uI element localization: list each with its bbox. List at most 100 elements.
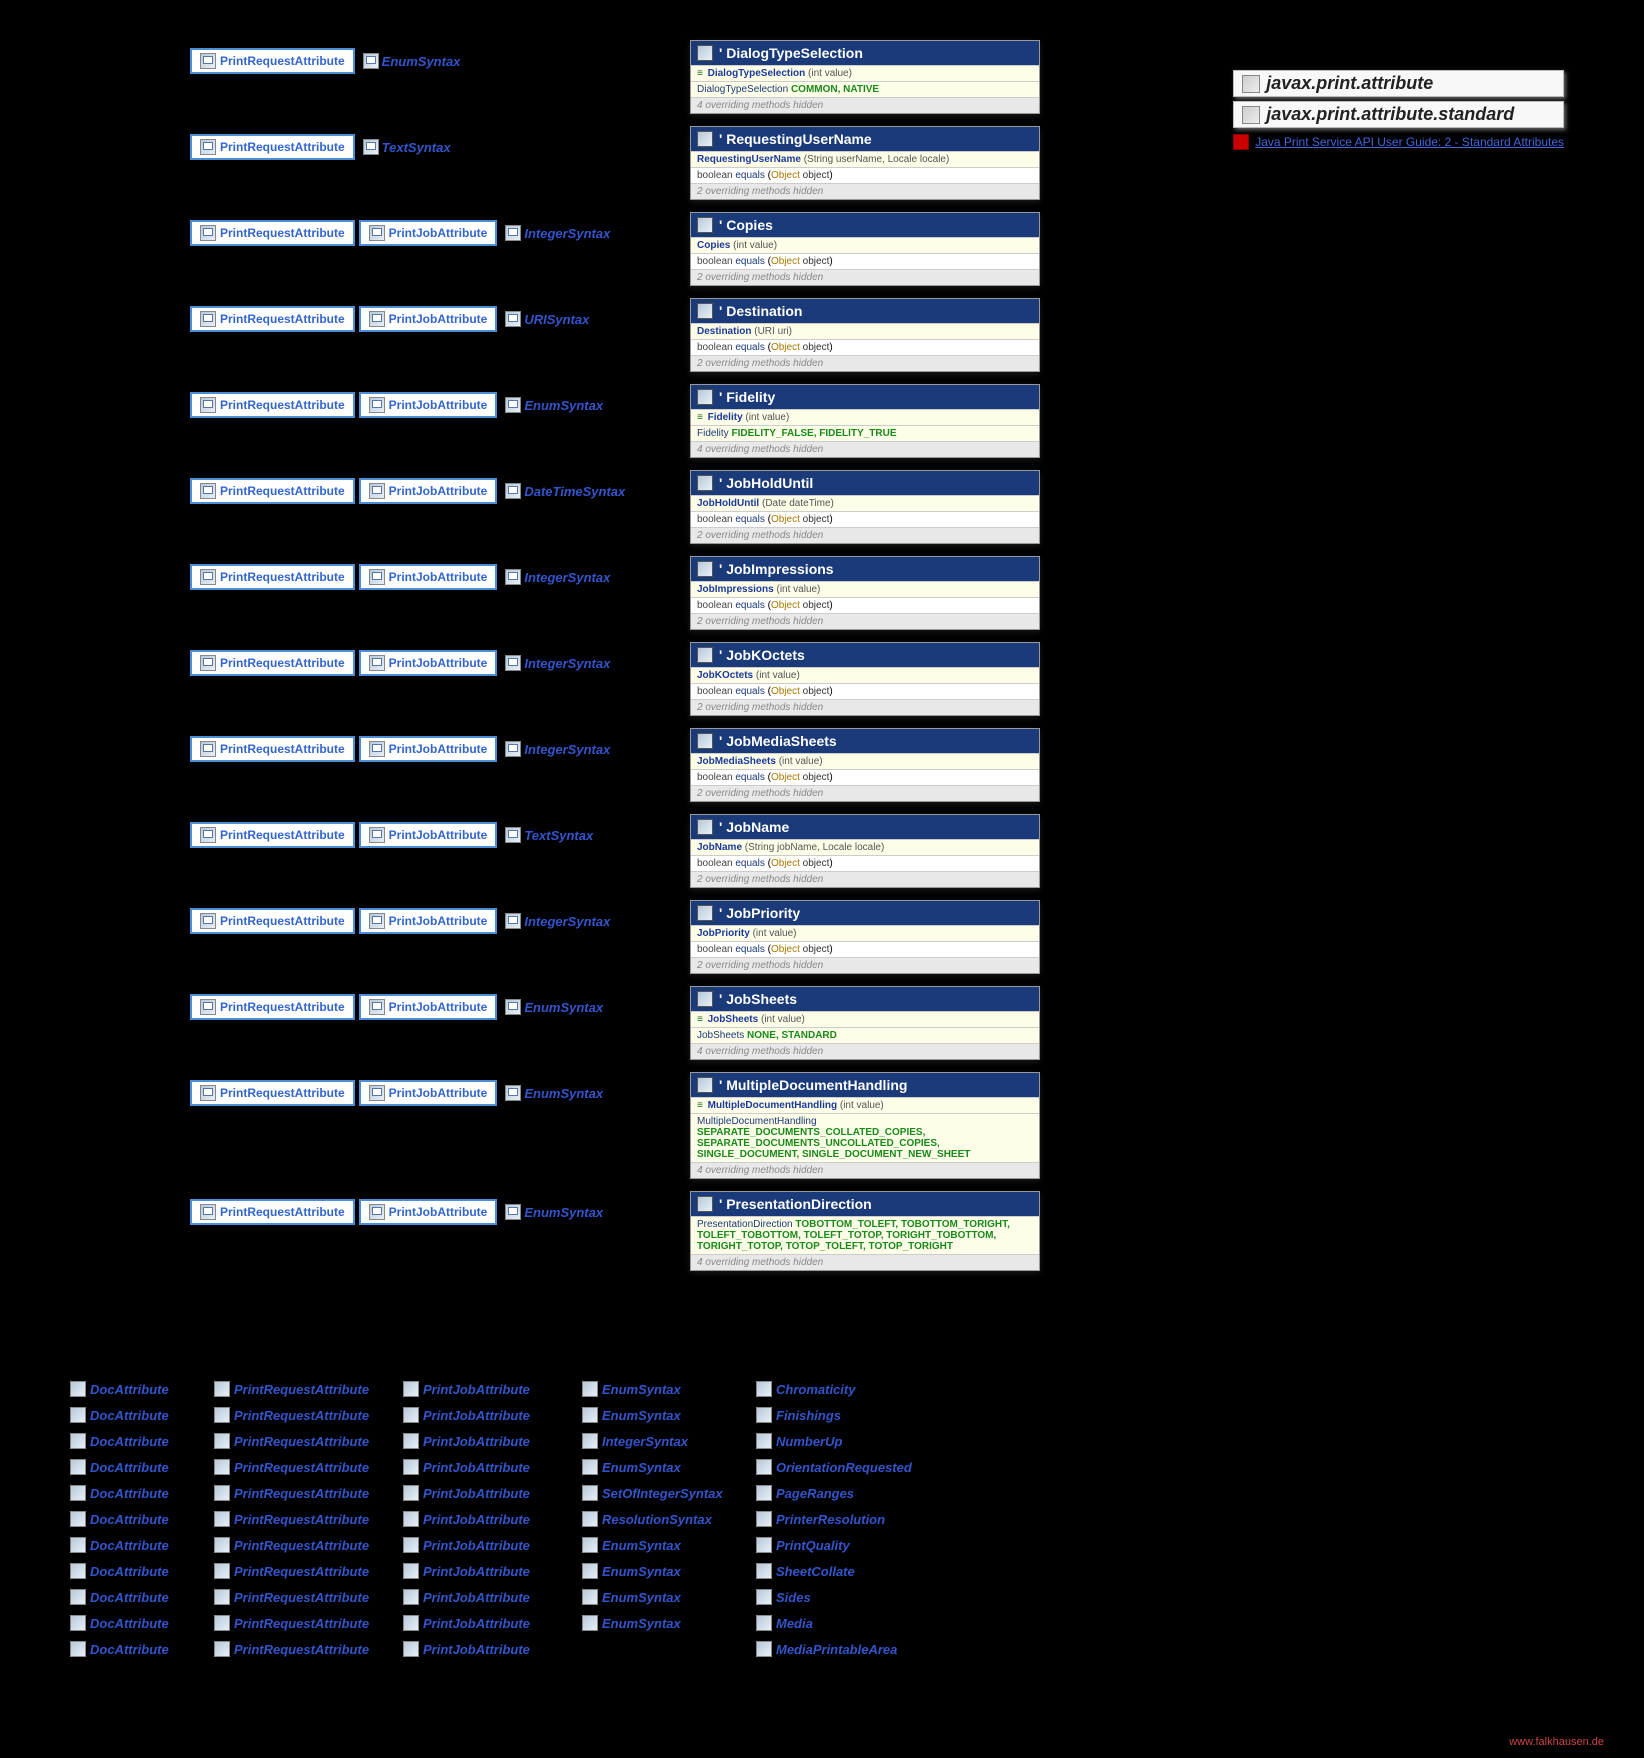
print-request-attribute-cell[interactable]: PrintRequestAttribute — [214, 1511, 389, 1527]
print-job-attribute-cell[interactable]: PrintJobAttribute — [403, 1407, 568, 1423]
doc-attribute-cell[interactable]: DocAttribute — [70, 1589, 200, 1605]
print-request-attribute-badge[interactable]: PrintRequestAttribute — [190, 1080, 355, 1106]
print-job-attribute-cell[interactable]: PrintJobAttribute — [403, 1459, 568, 1475]
print-request-attribute-cell[interactable]: PrintRequestAttribute — [214, 1537, 389, 1553]
print-request-attribute-cell[interactable]: PrintRequestAttribute — [214, 1381, 389, 1397]
syntax-cell[interactable]: EnumSyntax — [582, 1563, 742, 1579]
integer-syntax[interactable]: IntegerSyntax — [505, 741, 610, 757]
print-request-attribute-cell[interactable]: PrintRequestAttribute — [214, 1589, 389, 1605]
class-name-cell[interactable]: PrintQuality — [756, 1537, 956, 1553]
external-link[interactable]: Java Print Service API User Guide: 2 - S… — [1233, 134, 1564, 150]
print-job-attribute-badge[interactable]: PrintJobAttribute — [359, 1199, 498, 1225]
syntax-cell[interactable]: EnumSyntax — [582, 1381, 742, 1397]
print-request-attribute-badge[interactable]: PrintRequestAttribute — [190, 908, 355, 934]
class-name-cell[interactable]: Finishings — [756, 1407, 956, 1423]
package-item[interactable]: javax.print.attribute.standard — [1233, 101, 1564, 128]
print-job-attribute-cell[interactable]: PrintJobAttribute — [403, 1433, 568, 1449]
integer-syntax[interactable]: IntegerSyntax — [505, 569, 610, 585]
uri-syntax[interactable]: URISyntax — [505, 311, 589, 327]
enum-syntax[interactable]: EnumSyntax — [505, 1085, 603, 1101]
class-header[interactable]: ' Destination — [691, 299, 1039, 323]
print-request-attribute-cell[interactable]: PrintRequestAttribute — [214, 1459, 389, 1475]
print-request-attribute-badge[interactable]: PrintRequestAttribute — [190, 220, 355, 246]
print-job-attribute-badge[interactable]: PrintJobAttribute — [359, 564, 498, 590]
class-header[interactable]: ' Copies — [691, 213, 1039, 237]
class-header[interactable]: ' JobName — [691, 815, 1039, 839]
integer-syntax[interactable]: IntegerSyntax — [505, 913, 610, 929]
class-header[interactable]: ' DialogTypeSelection — [691, 41, 1039, 65]
syntax-cell[interactable]: EnumSyntax — [582, 1537, 742, 1553]
print-request-attribute-badge[interactable]: PrintRequestAttribute — [190, 392, 355, 418]
print-job-attribute-badge[interactable]: PrintJobAttribute — [359, 822, 498, 848]
class-header[interactable]: ' MultipleDocumentHandling — [691, 1073, 1039, 1097]
class-header[interactable]: ' JobSheets — [691, 987, 1039, 1011]
class-name-cell[interactable]: OrientationRequested — [756, 1459, 956, 1475]
print-job-attribute-badge[interactable]: PrintJobAttribute — [359, 994, 498, 1020]
doc-attribute-cell[interactable]: DocAttribute — [70, 1511, 200, 1527]
class-name-cell[interactable]: SheetCollate — [756, 1563, 956, 1579]
print-job-attribute-badge[interactable]: PrintJobAttribute — [359, 306, 498, 332]
syntax-cell[interactable]: EnumSyntax — [582, 1615, 742, 1631]
external-link-text[interactable]: Java Print Service API User Guide: 2 - S… — [1255, 135, 1564, 149]
print-job-attribute-badge[interactable]: PrintJobAttribute — [359, 478, 498, 504]
class-header[interactable]: ' PresentationDirection — [691, 1192, 1039, 1216]
class-header[interactable]: ' JobKOctets — [691, 643, 1039, 667]
class-name-cell[interactable]: PageRanges — [756, 1485, 956, 1501]
class-name-cell[interactable]: Media — [756, 1615, 956, 1631]
syntax-cell[interactable]: EnumSyntax — [582, 1589, 742, 1605]
print-job-attribute-cell[interactable]: PrintJobAttribute — [403, 1511, 568, 1527]
syntax-cell[interactable]: IntegerSyntax — [582, 1433, 742, 1449]
doc-attribute-cell[interactable]: DocAttribute — [70, 1563, 200, 1579]
print-request-attribute-cell[interactable]: PrintRequestAttribute — [214, 1563, 389, 1579]
integer-syntax[interactable]: IntegerSyntax — [505, 655, 610, 671]
doc-attribute-cell[interactable]: DocAttribute — [70, 1641, 200, 1657]
class-header[interactable]: ' RequestingUserName — [691, 127, 1039, 151]
print-job-attribute-cell[interactable]: PrintJobAttribute — [403, 1641, 568, 1657]
class-name-cell[interactable]: PrinterResolution — [756, 1511, 956, 1527]
print-request-attribute-cell[interactable]: PrintRequestAttribute — [214, 1615, 389, 1631]
print-job-attribute-badge[interactable]: PrintJobAttribute — [359, 908, 498, 934]
syntax-cell[interactable]: EnumSyntax — [582, 1459, 742, 1475]
doc-attribute-cell[interactable]: DocAttribute — [70, 1459, 200, 1475]
enum-syntax[interactable]: EnumSyntax — [505, 999, 603, 1015]
class-header[interactable]: ' Fidelity — [691, 385, 1039, 409]
doc-attribute-cell[interactable]: DocAttribute — [70, 1407, 200, 1423]
print-request-attribute-cell[interactable]: PrintRequestAttribute — [214, 1641, 389, 1657]
print-job-attribute-badge[interactable]: PrintJobAttribute — [359, 392, 498, 418]
print-request-attribute-badge[interactable]: PrintRequestAttribute — [190, 564, 355, 590]
print-job-attribute-cell[interactable]: PrintJobAttribute — [403, 1381, 568, 1397]
print-job-attribute-cell[interactable]: PrintJobAttribute — [403, 1589, 568, 1605]
print-job-attribute-badge[interactable]: PrintJobAttribute — [359, 650, 498, 676]
print-request-attribute-badge[interactable]: PrintRequestAttribute — [190, 736, 355, 762]
print-request-attribute-cell[interactable]: PrintRequestAttribute — [214, 1485, 389, 1501]
print-request-attribute-badge[interactable]: PrintRequestAttribute — [190, 48, 355, 74]
class-header[interactable]: ' JobPriority — [691, 901, 1039, 925]
class-header[interactable]: ' JobMediaSheets — [691, 729, 1039, 753]
print-request-attribute-cell[interactable]: PrintRequestAttribute — [214, 1433, 389, 1449]
print-job-attribute-badge[interactable]: PrintJobAttribute — [359, 220, 498, 246]
enum-syntax[interactable]: EnumSyntax — [505, 1204, 603, 1220]
doc-attribute-cell[interactable]: DocAttribute — [70, 1615, 200, 1631]
integer-syntax[interactable]: IntegerSyntax — [505, 225, 610, 241]
print-job-attribute-cell[interactable]: PrintJobAttribute — [403, 1537, 568, 1553]
print-job-attribute-badge[interactable]: PrintJobAttribute — [359, 736, 498, 762]
datetime-syntax[interactable]: DateTimeSyntax — [505, 483, 625, 499]
class-name-cell[interactable]: Sides — [756, 1589, 956, 1605]
print-job-attribute-badge[interactable]: PrintJobAttribute — [359, 1080, 498, 1106]
enum-syntax[interactable]: EnumSyntax — [363, 53, 461, 69]
class-name-cell[interactable]: MediaPrintableArea — [756, 1641, 956, 1657]
print-request-attribute-badge[interactable]: PrintRequestAttribute — [190, 650, 355, 676]
doc-attribute-cell[interactable]: DocAttribute — [70, 1381, 200, 1397]
class-header[interactable]: ' JobImpressions — [691, 557, 1039, 581]
doc-attribute-cell[interactable]: DocAttribute — [70, 1537, 200, 1553]
syntax-cell[interactable]: EnumSyntax — [582, 1407, 742, 1423]
print-request-attribute-badge[interactable]: PrintRequestAttribute — [190, 994, 355, 1020]
print-request-attribute-badge[interactable]: PrintRequestAttribute — [190, 306, 355, 332]
print-request-attribute-badge[interactable]: PrintRequestAttribute — [190, 478, 355, 504]
enum-syntax[interactable]: EnumSyntax — [505, 397, 603, 413]
class-header[interactable]: ' JobHoldUntil — [691, 471, 1039, 495]
class-name-cell[interactable]: Chromaticity — [756, 1381, 956, 1397]
print-job-attribute-cell[interactable]: PrintJobAttribute — [403, 1563, 568, 1579]
doc-attribute-cell[interactable]: DocAttribute — [70, 1485, 200, 1501]
syntax-cell[interactable]: ResolutionSyntax — [582, 1511, 742, 1527]
